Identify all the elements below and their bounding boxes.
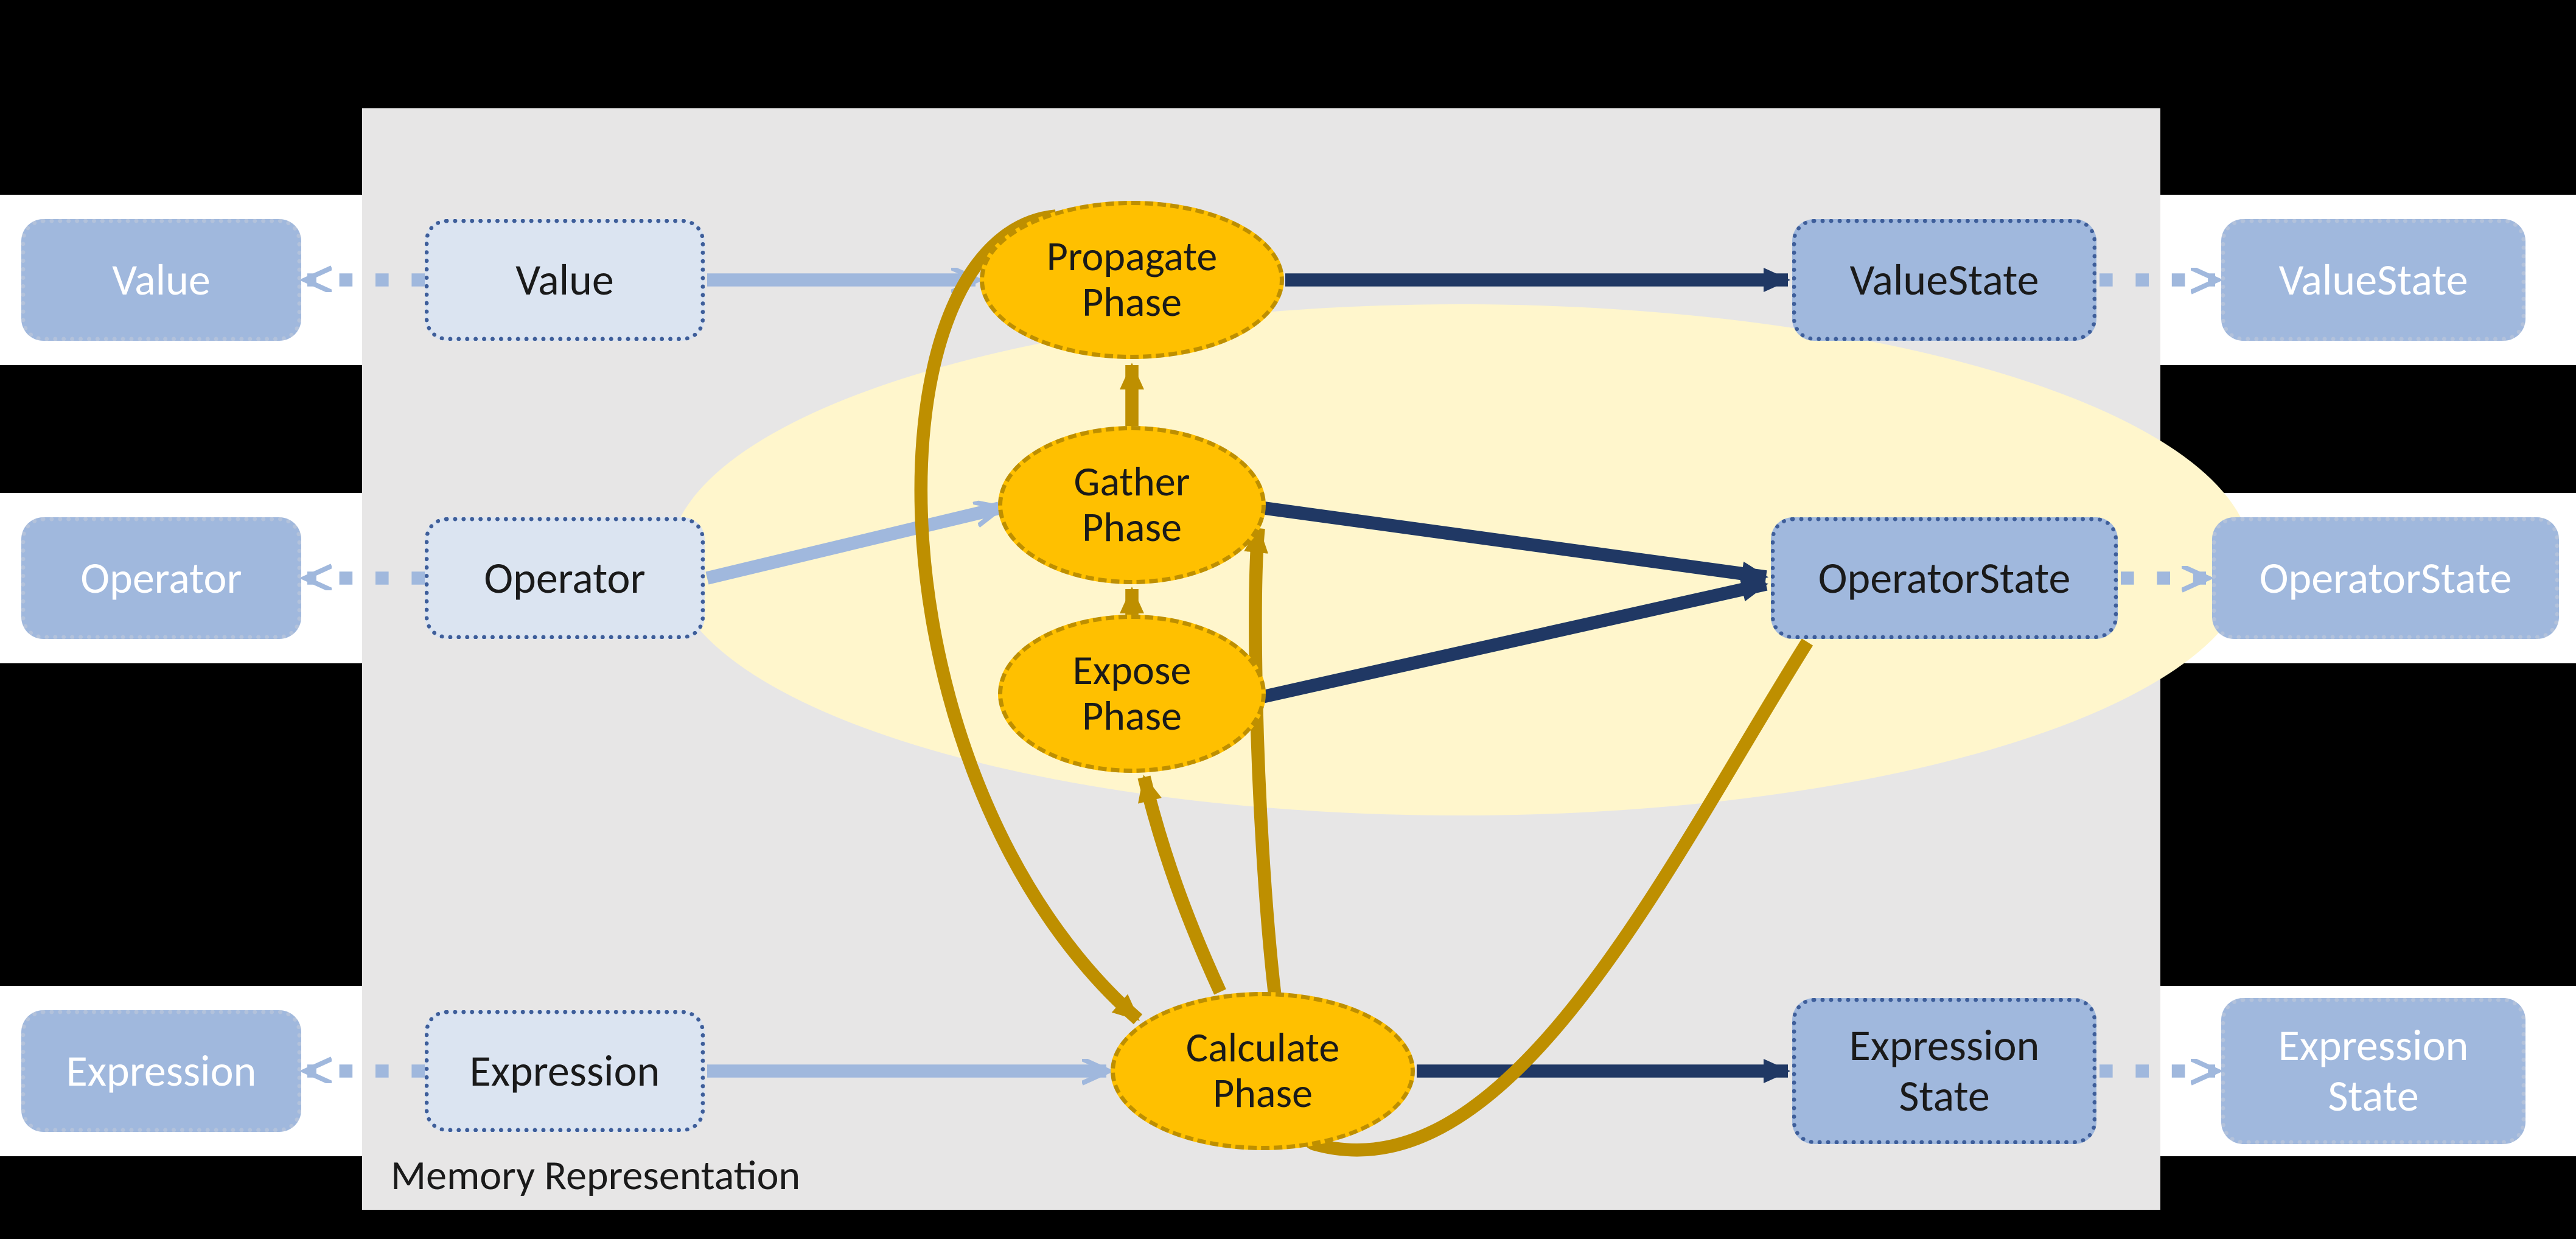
- value-state-inner: ValueState: [1792, 219, 2096, 341]
- gather-phase: GatherPhase: [998, 426, 1266, 584]
- propagate-phase: PropagatePhase: [980, 201, 1284, 359]
- expression-outer-left: Expression: [21, 1010, 301, 1132]
- value-state-outer: ValueState: [2221, 219, 2525, 341]
- diagram-stage: Value Value ValueState ValueState Operator Op…: [0, 0, 2576, 1239]
- expression-outer-left-label: Expression: [66, 1046, 257, 1097]
- expression-state-outer: ExpressionState: [2221, 998, 2525, 1144]
- calculate-phase-label: CalculatePhase: [1186, 1025, 1339, 1117]
- operator-state-inner: OperatorState: [1771, 517, 2118, 639]
- operator-state-inner-label: OperatorState: [1818, 553, 2071, 604]
- memory-region-label: Memory Representation: [391, 1150, 800, 1201]
- value-outer-left: Value: [21, 219, 301, 341]
- value-inner-label: Value: [515, 255, 614, 305]
- expose-phase: ExposePhase: [998, 615, 1266, 773]
- operator-outer-left: Operator: [21, 517, 301, 639]
- operator-state-outer: OperatorState: [2212, 517, 2559, 639]
- gather-phase-label: GatherPhase: [1074, 459, 1190, 551]
- expression-inner: Expression: [425, 1010, 705, 1132]
- operator-inner: Operator: [425, 517, 705, 639]
- operator-state-outer-label: OperatorState: [2260, 553, 2512, 604]
- expose-phase-label: ExposePhase: [1073, 648, 1192, 739]
- value-state-inner-label: ValueState: [1850, 255, 2039, 305]
- operator-inner-label: Operator: [484, 553, 645, 604]
- expression-state-inner: ExpressionState: [1792, 998, 2096, 1144]
- expression-state-inner-label: ExpressionState: [1849, 1021, 2040, 1122]
- expression-inner-label: Expression: [470, 1046, 660, 1097]
- calculate-phase: CalculatePhase: [1111, 992, 1415, 1150]
- propagate-phase-label: PropagatePhase: [1047, 234, 1217, 326]
- operator-outer-left-label: Operator: [80, 553, 242, 604]
- value-outer-left-label: Value: [112, 255, 211, 305]
- value-state-outer-label: ValueState: [2279, 255, 2468, 305]
- value-inner: Value: [425, 219, 705, 341]
- expression-state-outer-label: ExpressionState: [2278, 1021, 2469, 1122]
